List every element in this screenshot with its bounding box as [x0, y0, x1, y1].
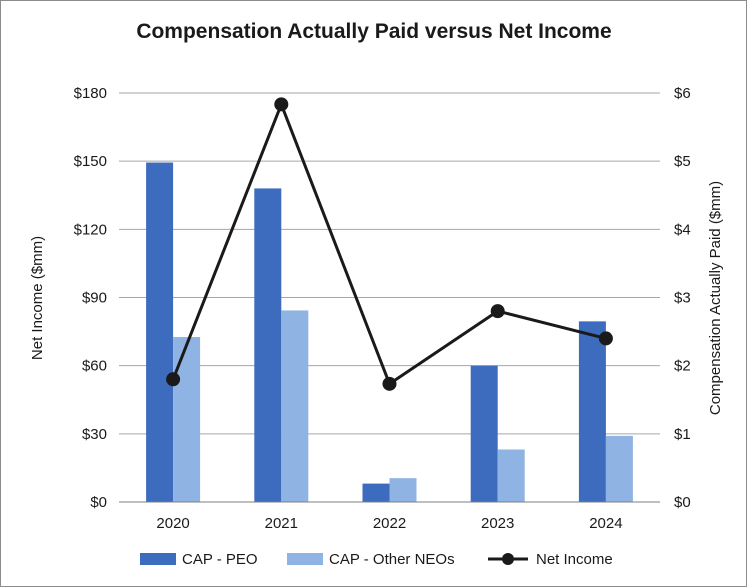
bar-cap-other-neos-2023	[497, 449, 525, 502]
net-income-point-2022	[382, 376, 397, 391]
bar-cap-peo-2022	[362, 483, 390, 502]
x-tick-2022: 2022	[373, 515, 406, 532]
x-tick-2024: 2024	[589, 515, 622, 532]
y-tick-right: $0	[674, 494, 691, 511]
legend-swatch-cap-other-neos	[287, 553, 323, 565]
axes: $0 $0 $30 $1 $60 $2 $90 $3 $120 $4 $150 $5 $180 $6 202…	[74, 85, 691, 532]
y-tick-left: $180	[74, 85, 107, 102]
bar-cap-other-neos-2021	[281, 310, 309, 502]
bar-cap-peo-2020	[146, 162, 174, 502]
x-tick-2020: 2020	[156, 515, 189, 532]
y-axis-right-label: Compensation Actually Paid ($mm)	[707, 181, 724, 415]
y-tick-left: $30	[82, 426, 107, 443]
net-income-point-2024	[598, 331, 613, 346]
legend-marker-net-income	[502, 553, 514, 565]
y-tick-right: $3	[674, 290, 691, 307]
x-tick-2021: 2021	[265, 515, 298, 532]
legend-label-net-income: Net Income	[536, 551, 613, 568]
bar-cap-peo-2023	[470, 365, 498, 502]
bar-cap-peo-2021	[254, 188, 282, 502]
gridlines	[119, 92, 660, 503]
legend-swatch-cap-peo	[140, 553, 176, 565]
y-axis-left-label: Net Income ($mm)	[29, 236, 46, 360]
x-tick-2023: 2023	[481, 515, 514, 532]
y-tick-right: $5	[674, 153, 691, 170]
y-tick-left: $150	[74, 153, 107, 170]
y-tick-left: $60	[82, 358, 107, 375]
bar-cap-other-neos-2024	[605, 435, 633, 502]
net-income-line	[171, 100, 607, 387]
y-tick-left: $120	[74, 221, 107, 238]
chart-title: Compensation Actually Paid versus Net In…	[136, 20, 611, 43]
legend: CAP - PEO CAP - Other NEOs Net Income	[140, 551, 613, 568]
net-income-point-2020	[166, 372, 181, 387]
legend-label-cap-peo: CAP - PEO	[182, 551, 258, 568]
y-tick-right: $4	[674, 221, 691, 238]
net-income-line-group	[166, 97, 613, 391]
y-tick-left: $0	[90, 494, 107, 511]
legend-label-cap-other-neos: CAP - Other NEOs	[329, 551, 455, 568]
net-income-point-2021	[274, 97, 289, 112]
y-tick-right: $2	[674, 358, 691, 375]
bars	[146, 162, 633, 502]
y-tick-right: $1	[674, 426, 691, 443]
y-tick-left: $90	[82, 290, 107, 307]
bar-cap-other-neos-2022	[389, 478, 417, 502]
y-tick-right: $6	[674, 85, 691, 102]
net-income-point-2023	[490, 304, 505, 319]
bar-cap-peo-2024	[578, 321, 606, 502]
bar-cap-other-neos-2020	[173, 337, 201, 502]
